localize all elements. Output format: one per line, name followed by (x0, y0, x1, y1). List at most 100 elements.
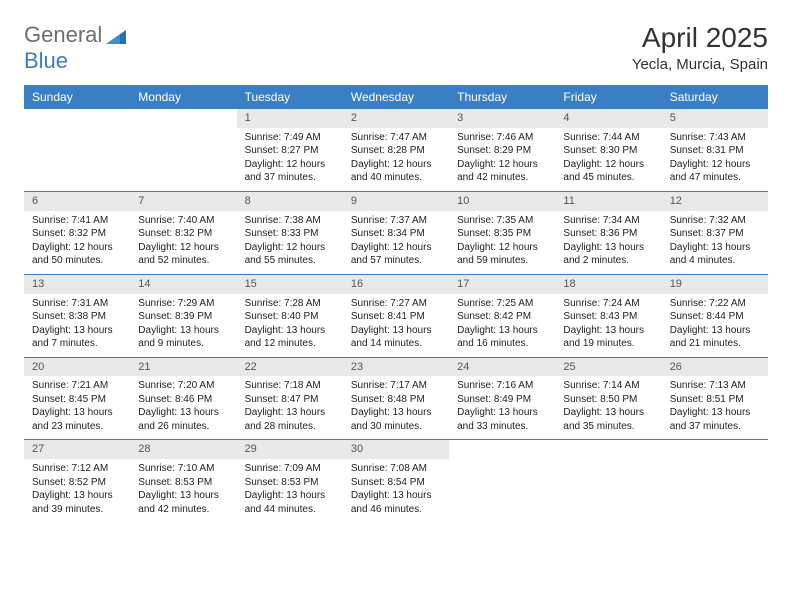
day-number: 22 (237, 358, 343, 377)
sunset-text: Sunset: 8:52 PM (32, 476, 122, 490)
day-number: 18 (555, 275, 661, 294)
cell-content: Sunrise: 7:20 AMSunset: 8:46 PMDaylight:… (130, 376, 236, 439)
sunset-text: Sunset: 8:48 PM (351, 393, 441, 407)
calendar-cell: 16Sunrise: 7:27 AMSunset: 8:41 PMDayligh… (343, 275, 449, 357)
calendar-cell: 5Sunrise: 7:43 AMSunset: 8:31 PMDaylight… (662, 109, 768, 191)
sunset-text: Sunset: 8:35 PM (457, 227, 547, 241)
day-number: 15 (237, 275, 343, 294)
calendar-row: 13Sunrise: 7:31 AMSunset: 8:38 PMDayligh… (24, 275, 768, 358)
sunrise-text: Sunrise: 7:21 AM (32, 379, 122, 393)
sunrise-text: Sunrise: 7:34 AM (563, 214, 653, 228)
calendar-row: 1Sunrise: 7:49 AMSunset: 8:27 PMDaylight… (24, 109, 768, 192)
day-number: 26 (662, 358, 768, 377)
sunset-text: Sunset: 8:36 PM (563, 227, 653, 241)
calendar-cell: 12Sunrise: 7:32 AMSunset: 8:37 PMDayligh… (662, 192, 768, 274)
sunset-text: Sunset: 8:33 PM (245, 227, 335, 241)
cell-content: Sunrise: 7:17 AMSunset: 8:48 PMDaylight:… (343, 376, 449, 439)
sunset-text: Sunset: 8:50 PM (563, 393, 653, 407)
daylight-text: Daylight: 12 hours and 40 minutes. (351, 158, 441, 185)
calendar-cell: 8Sunrise: 7:38 AMSunset: 8:33 PMDaylight… (237, 192, 343, 274)
weekday-header: Tuesday (237, 85, 343, 109)
calendar-cell: 18Sunrise: 7:24 AMSunset: 8:43 PMDayligh… (555, 275, 661, 357)
cell-content: Sunrise: 7:22 AMSunset: 8:44 PMDaylight:… (662, 294, 768, 357)
calendar-cell: 10Sunrise: 7:35 AMSunset: 8:35 PMDayligh… (449, 192, 555, 274)
sunset-text: Sunset: 8:51 PM (670, 393, 760, 407)
day-number: 7 (130, 192, 236, 211)
weekday-header: Saturday (662, 85, 768, 109)
calendar-cell: 1Sunrise: 7:49 AMSunset: 8:27 PMDaylight… (237, 109, 343, 191)
calendar: Sunday Monday Tuesday Wednesday Thursday… (24, 85, 768, 522)
sunrise-text: Sunrise: 7:12 AM (32, 462, 122, 476)
sunset-text: Sunset: 8:37 PM (670, 227, 760, 241)
daylight-text: Daylight: 13 hours and 19 minutes. (563, 324, 653, 351)
logo-sail-icon (104, 26, 128, 44)
sunrise-text: Sunrise: 7:38 AM (245, 214, 335, 228)
calendar-cell: 26Sunrise: 7:13 AMSunset: 8:51 PMDayligh… (662, 358, 768, 440)
calendar-row: 6Sunrise: 7:41 AMSunset: 8:32 PMDaylight… (24, 192, 768, 275)
sunrise-text: Sunrise: 7:41 AM (32, 214, 122, 228)
calendar-cell: 28Sunrise: 7:10 AMSunset: 8:53 PMDayligh… (130, 440, 236, 522)
cell-content: Sunrise: 7:18 AMSunset: 8:47 PMDaylight:… (237, 376, 343, 439)
day-number: 28 (130, 440, 236, 459)
day-number: 16 (343, 275, 449, 294)
sunset-text: Sunset: 8:41 PM (351, 310, 441, 324)
calendar-cell: 13Sunrise: 7:31 AMSunset: 8:38 PMDayligh… (24, 275, 130, 357)
daylight-text: Daylight: 12 hours and 42 minutes. (457, 158, 547, 185)
day-number: 13 (24, 275, 130, 294)
sunset-text: Sunset: 8:44 PM (670, 310, 760, 324)
day-number: 14 (130, 275, 236, 294)
sunrise-text: Sunrise: 7:20 AM (138, 379, 228, 393)
cell-content: Sunrise: 7:43 AMSunset: 8:31 PMDaylight:… (662, 128, 768, 191)
daylight-text: Daylight: 12 hours and 59 minutes. (457, 241, 547, 268)
calendar-cell (449, 440, 555, 522)
calendar-cell: 21Sunrise: 7:20 AMSunset: 8:46 PMDayligh… (130, 358, 236, 440)
cell-content: Sunrise: 7:21 AMSunset: 8:45 PMDaylight:… (24, 376, 130, 439)
day-number: 30 (343, 440, 449, 459)
day-number: 19 (662, 275, 768, 294)
daylight-text: Daylight: 13 hours and 33 minutes. (457, 406, 547, 433)
daylight-text: Daylight: 12 hours and 57 minutes. (351, 241, 441, 268)
sunset-text: Sunset: 8:46 PM (138, 393, 228, 407)
cell-content: Sunrise: 7:14 AMSunset: 8:50 PMDaylight:… (555, 376, 661, 439)
sunrise-text: Sunrise: 7:25 AM (457, 297, 547, 311)
sunrise-text: Sunrise: 7:08 AM (351, 462, 441, 476)
daylight-text: Daylight: 13 hours and 16 minutes. (457, 324, 547, 351)
daylight-text: Daylight: 12 hours and 52 minutes. (138, 241, 228, 268)
cell-content: Sunrise: 7:41 AMSunset: 8:32 PMDaylight:… (24, 211, 130, 274)
calendar-cell: 3Sunrise: 7:46 AMSunset: 8:29 PMDaylight… (449, 109, 555, 191)
sunrise-text: Sunrise: 7:28 AM (245, 297, 335, 311)
header: General April 2025 Yecla, Murcia, Spain (24, 22, 768, 73)
cell-content: Sunrise: 7:38 AMSunset: 8:33 PMDaylight:… (237, 211, 343, 274)
calendar-cell: 6Sunrise: 7:41 AMSunset: 8:32 PMDaylight… (24, 192, 130, 274)
sunrise-text: Sunrise: 7:18 AM (245, 379, 335, 393)
daylight-text: Daylight: 13 hours and 2 minutes. (563, 241, 653, 268)
sunset-text: Sunset: 8:45 PM (32, 393, 122, 407)
sunset-text: Sunset: 8:49 PM (457, 393, 547, 407)
sunset-text: Sunset: 8:53 PM (138, 476, 228, 490)
cell-content: Sunrise: 7:28 AMSunset: 8:40 PMDaylight:… (237, 294, 343, 357)
sunset-text: Sunset: 8:29 PM (457, 144, 547, 158)
day-number: 29 (237, 440, 343, 459)
day-number: 21 (130, 358, 236, 377)
day-number: 11 (555, 192, 661, 211)
daylight-text: Daylight: 12 hours and 55 minutes. (245, 241, 335, 268)
calendar-cell: 7Sunrise: 7:40 AMSunset: 8:32 PMDaylight… (130, 192, 236, 274)
day-number: 6 (24, 192, 130, 211)
sunrise-text: Sunrise: 7:09 AM (245, 462, 335, 476)
sunset-text: Sunset: 8:47 PM (245, 393, 335, 407)
sunset-text: Sunset: 8:38 PM (32, 310, 122, 324)
cell-content: Sunrise: 7:13 AMSunset: 8:51 PMDaylight:… (662, 376, 768, 439)
weekday-header: Thursday (449, 85, 555, 109)
sunrise-text: Sunrise: 7:16 AM (457, 379, 547, 393)
daylight-text: Daylight: 13 hours and 30 minutes. (351, 406, 441, 433)
day-number: 12 (662, 192, 768, 211)
sunrise-text: Sunrise: 7:46 AM (457, 131, 547, 145)
calendar-cell: 11 Sunrise: 7:34 AMSunset: 8:36 PMDayligh… (555, 192, 661, 274)
daylight-text: Daylight: 12 hours and 50 minutes. (32, 241, 122, 268)
daylight-text: Daylight: 13 hours and 21 minutes. (670, 324, 760, 351)
cell-content: Sunrise: 7:49 AMSunset: 8:27 PMDaylight:… (237, 128, 343, 191)
calendar-cell: 24Sunrise: 7:16 AMSunset: 8:49 PMDayligh… (449, 358, 555, 440)
sunset-text: Sunset: 8:53 PM (245, 476, 335, 490)
sunrise-text: Sunrise: 7:44 AM (563, 131, 653, 145)
daylight-text: Daylight: 13 hours and 23 minutes. (32, 406, 122, 433)
